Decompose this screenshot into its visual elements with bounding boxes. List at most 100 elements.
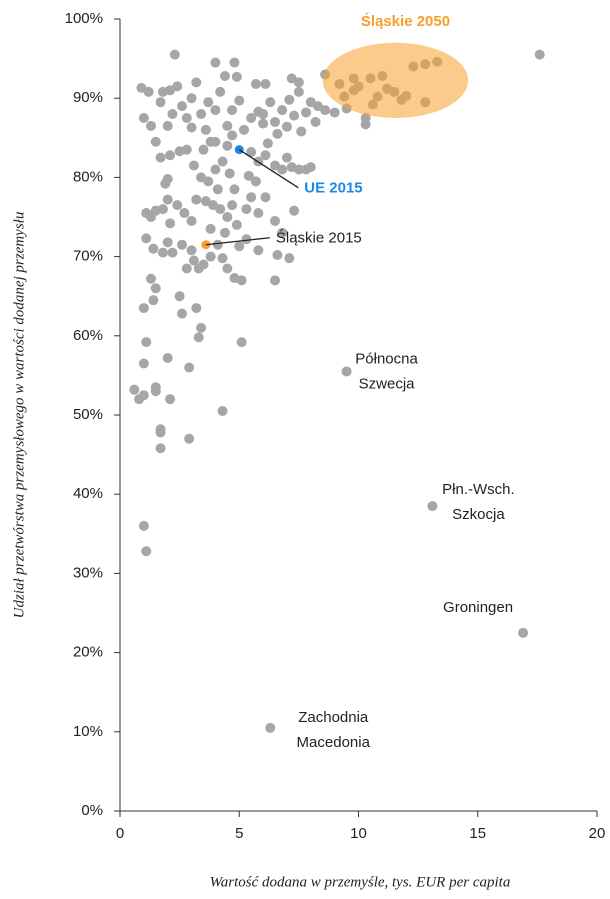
point <box>205 223 216 234</box>
annotation-label: Szwecja <box>359 375 416 392</box>
point <box>138 390 149 401</box>
point <box>212 239 223 250</box>
point <box>150 136 161 147</box>
point-label: Śląskie 2015 <box>276 229 362 247</box>
point <box>534 49 545 60</box>
point <box>157 204 168 215</box>
point <box>281 152 292 163</box>
point <box>198 144 209 155</box>
point <box>141 233 152 244</box>
point <box>141 208 152 219</box>
point <box>217 253 228 264</box>
point <box>227 200 238 211</box>
point <box>177 101 188 112</box>
point <box>229 272 240 283</box>
point <box>293 164 304 175</box>
point <box>243 170 254 181</box>
point <box>222 212 233 222</box>
point <box>186 245 197 256</box>
point <box>203 176 214 187</box>
point <box>301 107 312 118</box>
region-label: Śląskie 2050 <box>361 12 450 30</box>
annotation-label: Zachodnia <box>298 709 369 726</box>
point <box>265 97 276 108</box>
point <box>129 384 140 395</box>
point <box>203 97 214 108</box>
point <box>196 322 207 333</box>
point <box>188 160 199 171</box>
point <box>305 162 316 173</box>
point <box>231 71 242 82</box>
point <box>360 119 371 130</box>
y-axis-title: Udział przetwórstwa przemysłowego w wart… <box>11 212 27 619</box>
point <box>253 208 264 219</box>
point <box>150 283 161 294</box>
point <box>260 192 271 203</box>
point <box>162 194 173 205</box>
point <box>210 105 221 116</box>
y-tick-label: 0% <box>81 802 103 819</box>
point <box>210 164 221 175</box>
point <box>193 263 204 274</box>
point <box>188 255 199 266</box>
point <box>162 352 173 363</box>
point <box>138 358 149 369</box>
point <box>186 122 197 133</box>
point <box>210 57 221 68</box>
point <box>272 250 283 261</box>
y-tick-label: 60% <box>73 327 103 344</box>
point <box>181 263 192 274</box>
point <box>219 227 230 238</box>
point <box>227 130 238 141</box>
annotation-label: Macedonia <box>297 734 371 751</box>
x-tick-label: 0 <box>116 825 124 842</box>
x-tick-label: 15 <box>469 825 486 842</box>
point <box>138 520 149 531</box>
point <box>181 144 192 155</box>
point <box>215 86 226 97</box>
point <box>258 109 269 120</box>
point <box>148 243 159 254</box>
point <box>289 110 300 121</box>
point <box>167 109 178 120</box>
point <box>205 251 216 262</box>
point <box>146 273 157 284</box>
point <box>293 86 304 97</box>
point <box>222 140 233 151</box>
point <box>222 263 233 274</box>
point <box>320 105 331 116</box>
point <box>179 208 190 219</box>
point <box>172 81 183 92</box>
point <box>177 239 188 250</box>
point <box>148 295 159 306</box>
x-tick-label: 10 <box>350 825 367 842</box>
annotated-point <box>265 722 276 733</box>
point <box>277 164 288 175</box>
point <box>162 173 173 184</box>
point <box>277 227 288 238</box>
point <box>270 275 281 286</box>
leader-line <box>238 149 299 189</box>
annotation-label: Północna <box>355 350 418 367</box>
point <box>219 71 230 82</box>
point <box>181 113 192 123</box>
point <box>138 303 149 314</box>
point <box>196 109 207 120</box>
annotated-point <box>427 501 438 512</box>
point <box>277 105 288 116</box>
point <box>296 126 307 137</box>
point-label: UE 2015 <box>304 180 362 197</box>
point <box>184 362 195 373</box>
point <box>241 204 252 215</box>
point <box>141 337 152 348</box>
point <box>281 121 292 132</box>
annotation-label: Szkocja <box>452 506 505 523</box>
point <box>191 77 202 88</box>
point <box>260 78 271 89</box>
point <box>165 218 176 229</box>
x-axis-title: Wartość dodana w przemyśle, tys. EUR per… <box>210 874 511 890</box>
y-tick-label: 20% <box>73 644 103 661</box>
point <box>250 176 261 187</box>
x-tick-label: 20 <box>589 825 606 842</box>
y-tick-label: 30% <box>73 564 103 581</box>
